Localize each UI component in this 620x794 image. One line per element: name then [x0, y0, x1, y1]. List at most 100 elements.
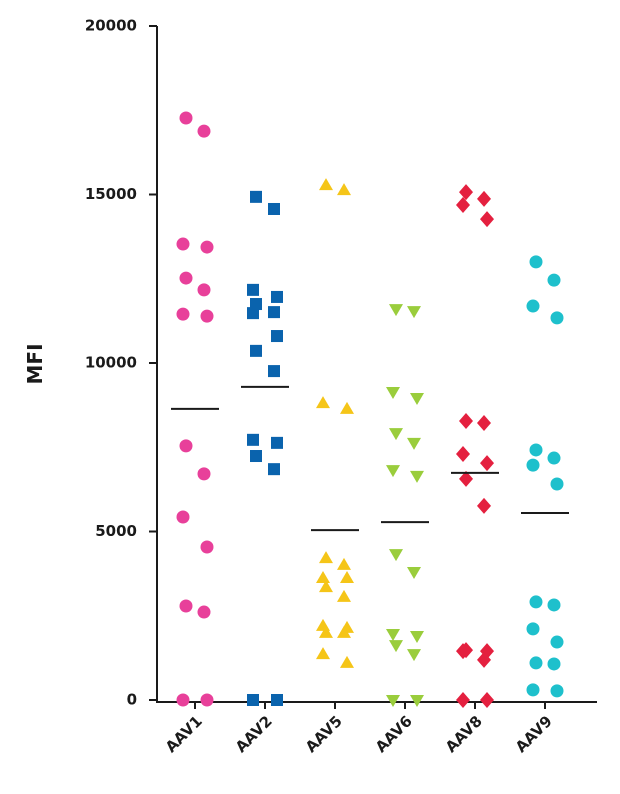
data-point [250, 298, 262, 311]
data-point [247, 307, 259, 320]
data-point [176, 510, 190, 524]
data-point [407, 566, 421, 579]
data-point [526, 683, 540, 697]
data-point [268, 463, 280, 476]
data-point [319, 178, 333, 191]
data-point [200, 693, 214, 707]
data-point [176, 693, 190, 707]
data-point [268, 202, 280, 215]
data-point [410, 630, 424, 643]
data-point [319, 580, 333, 593]
data-point [529, 255, 543, 269]
x-tick-label: AAV6 [372, 712, 416, 756]
data-point [179, 271, 193, 285]
data-point [271, 330, 283, 343]
x-tick-label: AAV9 [512, 712, 556, 756]
y-tick-label: 0 [127, 691, 137, 709]
data-point [456, 196, 470, 213]
data-point [200, 240, 214, 254]
data-point [250, 190, 262, 203]
data-point [247, 694, 259, 706]
data-point [477, 651, 491, 668]
x-tick-label: AAV8 [442, 712, 486, 756]
data-point [319, 625, 333, 638]
data-point [410, 695, 424, 707]
data-point [477, 497, 491, 514]
data-point [268, 306, 280, 319]
data-point [176, 307, 190, 321]
data-point [407, 437, 421, 450]
data-point [247, 433, 259, 446]
data-point [410, 393, 424, 406]
data-point [200, 309, 214, 323]
data-point [459, 412, 473, 429]
data-point [459, 642, 473, 659]
data-point [459, 184, 473, 201]
data-point [389, 428, 403, 441]
data-point [268, 365, 280, 378]
data-point [176, 237, 190, 251]
y-tick-label: 20000 [85, 17, 137, 35]
data-point [410, 470, 424, 483]
data-point [456, 692, 470, 708]
x-tick-label: AAV5 [302, 712, 346, 756]
data-point [386, 695, 400, 707]
data-point [386, 386, 400, 399]
data-point [197, 605, 211, 619]
data-point [529, 443, 543, 457]
data-point [550, 311, 564, 325]
data-point [550, 635, 564, 649]
x-tick-label: AAV2 [232, 712, 276, 756]
data-point [337, 589, 351, 602]
data-point [480, 692, 494, 708]
data-point [547, 451, 561, 465]
data-point [337, 625, 351, 638]
data-point [337, 557, 351, 570]
data-point [386, 628, 400, 641]
data-point [247, 283, 259, 296]
data-point [526, 299, 540, 313]
data-point [477, 190, 491, 207]
data-point [340, 401, 354, 414]
data-point [271, 436, 283, 449]
y-tick-label: 5000 [95, 522, 137, 540]
data-point [197, 124, 211, 138]
data-point [389, 640, 403, 653]
data-point [407, 649, 421, 662]
data-point [456, 445, 470, 462]
data-point [197, 467, 211, 481]
data-point [316, 618, 330, 631]
data-point [340, 571, 354, 584]
data-point [480, 455, 494, 472]
data-point [337, 183, 351, 196]
data-point [529, 656, 543, 670]
data-point [197, 283, 211, 297]
data-point [386, 465, 400, 478]
data-point [407, 306, 421, 319]
y-axis-label: MFI [23, 343, 47, 384]
data-point [477, 414, 491, 431]
data-point [316, 571, 330, 584]
data-point [179, 111, 193, 125]
x-tick-label: AAV1 [162, 712, 206, 756]
data-point [316, 396, 330, 409]
data-point [179, 439, 193, 453]
y-tick-label: 10000 [85, 354, 137, 372]
data-point [547, 598, 561, 612]
data-point [547, 657, 561, 671]
data-point [340, 655, 354, 668]
data-point [200, 540, 214, 554]
data-point [271, 694, 283, 706]
data-point [547, 273, 561, 287]
data-point [480, 211, 494, 228]
data-point [459, 470, 473, 487]
y-tick-label: 15000 [85, 185, 137, 203]
data-point [316, 647, 330, 660]
data-point [179, 599, 193, 613]
data-point [250, 450, 262, 463]
data-point [526, 622, 540, 636]
data-point [529, 595, 543, 609]
data-point [271, 290, 283, 303]
data-point [550, 684, 564, 698]
